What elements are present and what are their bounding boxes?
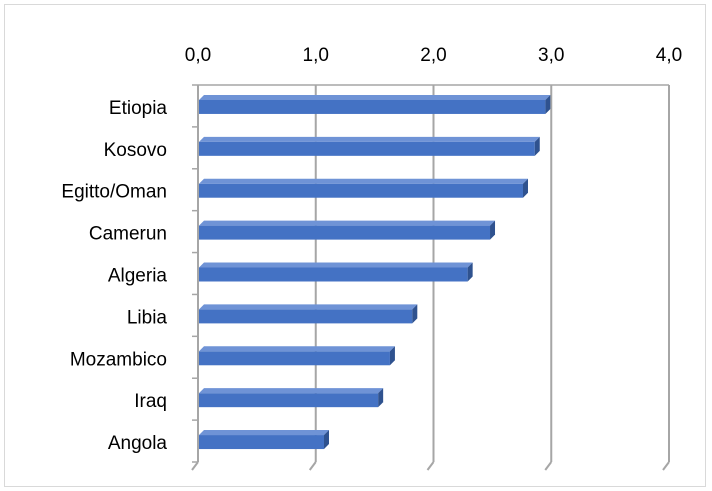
bar-side <box>467 262 473 282</box>
category-label: Kosovo <box>104 140 167 161</box>
bar <box>199 351 390 366</box>
bar-top <box>199 304 418 310</box>
category-label: Camerun <box>89 224 167 245</box>
category-label: Etiopia <box>109 98 168 119</box>
bar-top <box>199 388 384 394</box>
bar <box>199 141 535 156</box>
gridline-floor <box>544 461 553 471</box>
bar-side <box>545 94 551 114</box>
category-label: Egitto/Oman <box>61 182 167 203</box>
category-label: Libia <box>127 307 168 328</box>
x-tick-label: 2,0 <box>420 45 446 66</box>
category-label: Iraq <box>134 391 167 412</box>
gridline-floor <box>662 461 670 471</box>
category-label: Algeria <box>108 266 168 287</box>
category-label: Mozambico <box>70 349 167 370</box>
bar <box>199 393 379 408</box>
bar <box>199 183 523 198</box>
bar-side <box>522 178 528 198</box>
gridline-floor <box>426 461 435 471</box>
bar-top <box>199 430 329 436</box>
bar-side <box>412 304 418 324</box>
bar-top <box>199 178 528 184</box>
category-label: Angola <box>108 433 168 454</box>
bar-side <box>534 136 540 156</box>
gridline-floor <box>191 461 199 471</box>
bar-side <box>490 220 496 240</box>
x-tick-label: 1,0 <box>303 45 329 66</box>
x-tick-label: 0,0 <box>185 45 211 66</box>
bar-top <box>199 220 496 226</box>
bar-top <box>199 346 395 352</box>
bar-side <box>323 430 329 450</box>
x-tick-label: 4,0 <box>656 45 682 66</box>
bar <box>199 309 413 324</box>
bar <box>199 435 324 450</box>
bar-top <box>199 262 473 268</box>
bar-side <box>389 346 395 366</box>
x-tick-label: 3,0 <box>538 45 564 66</box>
bar-side <box>378 388 384 408</box>
bar-top <box>199 136 540 142</box>
bar-top <box>199 94 551 100</box>
bar <box>199 225 491 240</box>
bar <box>199 267 468 282</box>
gridline-floor <box>308 461 317 471</box>
bar <box>199 99 546 114</box>
